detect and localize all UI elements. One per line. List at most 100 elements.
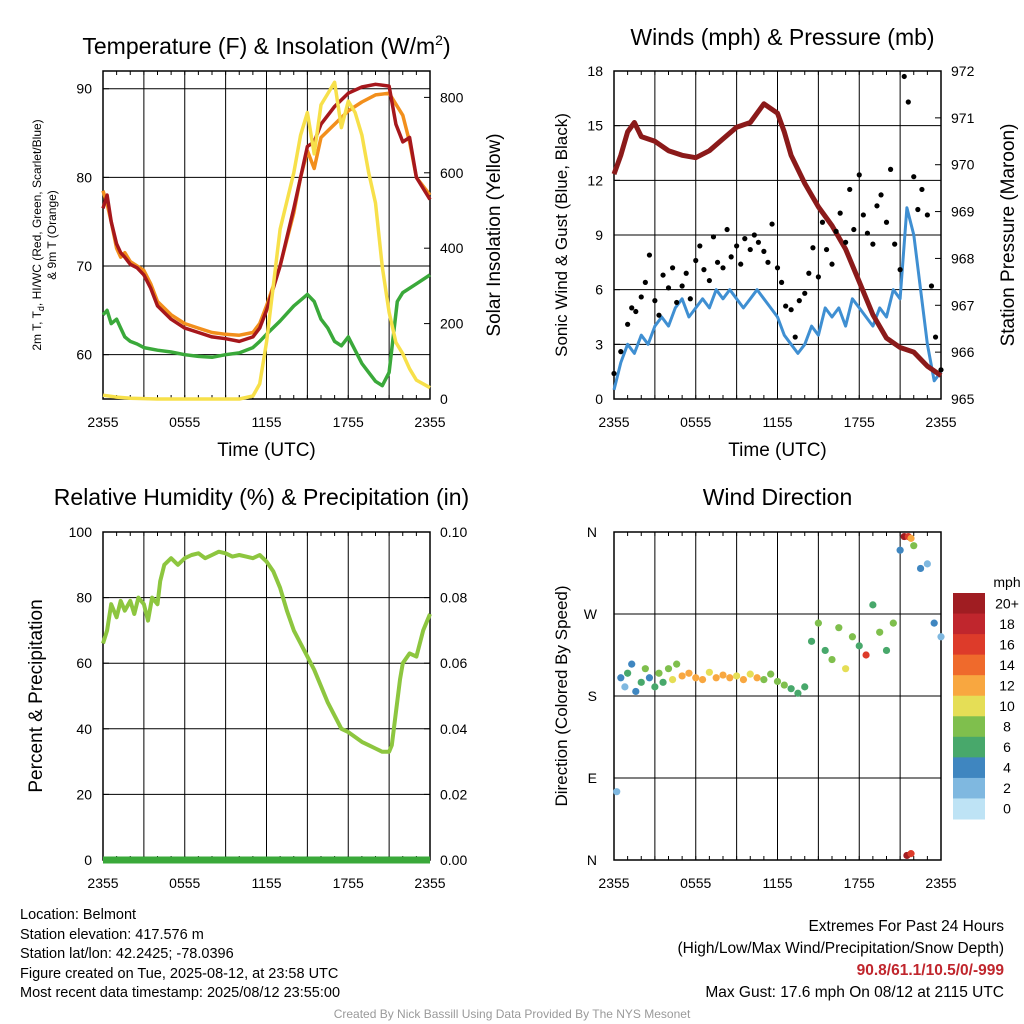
created-text: Figure created on Tue, 2025-08-12, at 23… [20, 965, 339, 982]
direction-point [624, 669, 632, 677]
temperature-ytick-right-label: 0 [440, 391, 448, 407]
colorbar-label: 20+ [995, 595, 1019, 611]
gust-point [788, 307, 794, 313]
gust-point [633, 308, 639, 315]
winds-ytick-right-label: 965 [951, 391, 975, 407]
gust-point [897, 267, 903, 273]
direction-point [907, 850, 915, 858]
winds-ytick-right-label: 971 [951, 110, 975, 126]
winds-ytick-right-label: 970 [951, 157, 975, 173]
gust-point [919, 186, 925, 193]
colorbar-title: mph [993, 574, 1020, 590]
gust-point [870, 241, 876, 247]
winds-ylabel: Sonic Wind & Gust (Blue, Black) [552, 113, 571, 357]
gust-point [810, 245, 816, 251]
gust-point [720, 265, 726, 271]
direction-point [645, 674, 654, 682]
direction-point [617, 674, 625, 682]
gust-point [938, 367, 944, 373]
direction-ytick-label: N [587, 852, 597, 868]
gust-point [911, 174, 917, 180]
humidity-ytick-right-label: 0.02 [440, 786, 467, 802]
gust-point [847, 186, 853, 193]
direction-point [842, 665, 850, 673]
direction-point [828, 655, 836, 664]
gust-point [765, 259, 771, 265]
direction-ylabel: Direction (Colored By Speed) [552, 585, 571, 806]
direction-point [753, 674, 761, 682]
colorbar-swatch [953, 654, 985, 676]
direction-point [794, 689, 802, 697]
gust-point [860, 212, 866, 218]
gust-point [625, 321, 631, 327]
gust-point [611, 370, 617, 377]
title-end: ) [443, 33, 451, 59]
direction-point [655, 669, 663, 677]
gust-point [734, 243, 740, 249]
elevation-text: Station elevation: 417.576 m [20, 926, 204, 943]
gust-point [874, 203, 880, 209]
direction-point [705, 668, 713, 676]
gust-point [843, 239, 849, 245]
gust-point [837, 210, 843, 216]
ylabel-part: 2m T, T [30, 310, 44, 350]
winds-ytick-right-label: 967 [951, 297, 975, 313]
gust-point [697, 243, 703, 249]
ylabel-part: , HI/WC (Red, Green, Scarlet/Blue) [30, 119, 44, 306]
direction-point [876, 628, 884, 636]
extremes-description: (High/Low/Max Wind/Precipitation/Snow De… [677, 940, 1005, 957]
gust-point [878, 192, 884, 198]
temperature-ytick-right-label: 800 [440, 89, 464, 105]
colorbar-swatch [953, 736, 985, 758]
colorbar-label: 18 [999, 616, 1015, 632]
direction-point [673, 660, 681, 668]
direction-point [632, 687, 640, 696]
colorbar-swatch [953, 777, 985, 799]
gust-point [674, 299, 680, 306]
direction-point [637, 678, 645, 686]
direction-point [862, 651, 870, 659]
winds-ytick-label: 12 [587, 172, 603, 188]
winds-ytick-label: 9 [595, 227, 603, 243]
temperature-ytick-label: 90 [76, 81, 92, 97]
gust-point [714, 259, 721, 265]
gust-point [761, 248, 767, 254]
gust-point [706, 277, 712, 284]
direction-point [726, 674, 734, 682]
direction-point [780, 681, 788, 689]
winds-xtick-label: 2355 [598, 414, 629, 430]
direction-point [896, 546, 904, 554]
colorbar-swatch [953, 716, 985, 738]
colorbar-swatch [953, 798, 985, 820]
gust-point [747, 246, 753, 253]
humidity-ytick-right-label: 0.00 [440, 852, 467, 868]
direction-point [692, 674, 700, 682]
gust-point [660, 272, 666, 278]
winds-ytick-label: 18 [587, 63, 603, 79]
direction-point [930, 619, 938, 627]
humidity-rh-line [101, 549, 432, 754]
direction-point [712, 674, 720, 682]
direction-ytick-label: W [584, 606, 598, 622]
humidity-xtick-label: 1755 [333, 875, 364, 891]
colorbar-label: 16 [999, 636, 1015, 652]
direction-point [907, 534, 915, 542]
direction-point [869, 601, 877, 609]
colorbar-swatch [953, 695, 985, 717]
gust-point [833, 228, 839, 234]
gust-point [928, 283, 935, 289]
winds-ytick-right-label: 968 [951, 250, 975, 266]
winds-ytick-right-label: 966 [951, 344, 975, 360]
temperature-ylabel-line2: & 9m T (Orange) [45, 190, 59, 280]
gust-point [778, 279, 785, 285]
winds-wind-line [612, 206, 943, 391]
humidity-ytick-label: 100 [69, 524, 93, 540]
temperature-xtick-label: 0555 [169, 414, 200, 430]
direction-title: Wind Direction [703, 484, 853, 510]
temperature-series-line [102, 80, 431, 401]
gust-point [802, 290, 808, 296]
gust-point [864, 230, 871, 236]
direction-point [835, 624, 843, 632]
gust-point [774, 265, 781, 271]
temperature-xlabel: Time (UTC) [217, 440, 316, 461]
